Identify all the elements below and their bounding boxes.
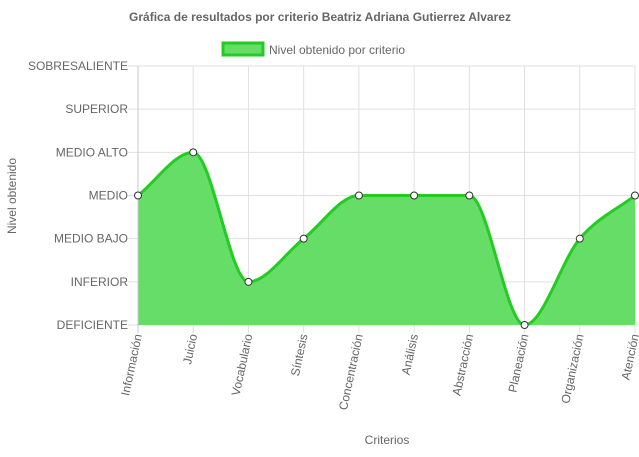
data-point[interactable] [410,191,419,200]
legend-label[interactable]: Nivel obtenido por criterio [269,43,405,57]
y-axis-title: Nivel obtenido [5,158,19,234]
x-tick-labels: Información Juicio Vocabulario Síntesis Conc… [118,332,639,411]
data-point[interactable] [189,148,198,157]
x-tick-label: Información [118,333,145,397]
y-tick-label: MEDIO ALTO [56,145,128,159]
x-axis-title: Criterios [365,433,410,447]
y-tick-labels: DEFICIENTE INFERIOR MEDIO BAJO MEDIO MEDIO A… [28,59,128,332]
legend-swatch[interactable] [221,41,265,57]
x-tick-label: Juicio [180,332,200,365]
data-point[interactable] [134,191,142,200]
y-tick-label: MEDIO [89,189,128,203]
series-area-fill [138,152,635,325]
x-tick-label: Abstracción [450,333,477,397]
y-tick-label: SUPERIOR [65,102,128,116]
data-point[interactable] [631,191,639,200]
y-tick-label: INFERIOR [71,275,129,289]
x-tick-label: Vocabulario [229,332,256,397]
data-point[interactable] [465,191,474,200]
x-tick-label: Síntesis [288,333,311,378]
y-tick-label: DEFICIENTE [57,318,128,332]
y-tick-label: SOBRESALIENTE [28,59,128,73]
data-point[interactable] [244,277,253,286]
chart-legend[interactable]: Nivel obtenido por criterio [221,41,405,57]
data-point[interactable] [354,191,363,200]
x-tick-label: Atención [619,333,639,382]
data-point[interactable] [520,321,529,329]
data-point[interactable] [575,234,584,243]
y-tick-label: MEDIO BAJO [54,232,128,246]
point-layer [134,148,639,329]
x-tick-label: Análisis [399,333,421,376]
series-line [137,150,636,327]
x-tick-label: Concentración [336,333,366,412]
data-point[interactable] [299,234,308,243]
chart-title: Gráfica de resultados por criterio Beatr… [129,10,511,24]
x-tick-label: Planeación [505,333,531,394]
x-tick-label: Organización [558,333,586,405]
